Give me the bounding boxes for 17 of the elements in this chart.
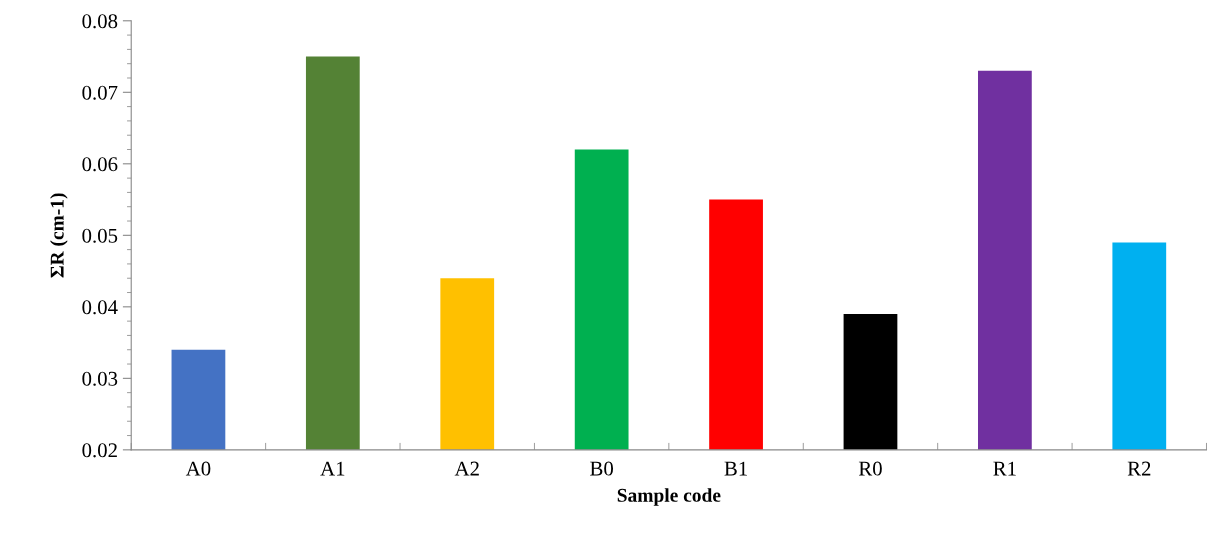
x-tick-label: R1: [993, 461, 1016, 476]
y-axis-title: ΣR (cm-1): [50, 193, 68, 278]
x-tick-label: A1: [320, 461, 345, 476]
y-tick-label: 0.07: [82, 85, 118, 100]
x-tick-label: A2: [454, 461, 479, 476]
x-tick-label: R2: [1127, 461, 1151, 476]
x-tick-label: B1: [724, 461, 747, 476]
x-tick-label: B0: [590, 461, 614, 476]
x-axis-title: Sample code: [617, 488, 721, 506]
x-tick-label: A0: [185, 461, 211, 476]
y-tick-label: 0.05: [82, 228, 118, 243]
y-tick-label: 0.02: [82, 443, 117, 458]
x-tick-label: R0: [858, 461, 882, 476]
y-tick-label: 0.06: [82, 157, 118, 172]
y-tick-label: 0.08: [82, 14, 118, 29]
y-tick-label: 0.03: [82, 371, 118, 386]
y-tick-label: 0.04: [82, 300, 118, 315]
